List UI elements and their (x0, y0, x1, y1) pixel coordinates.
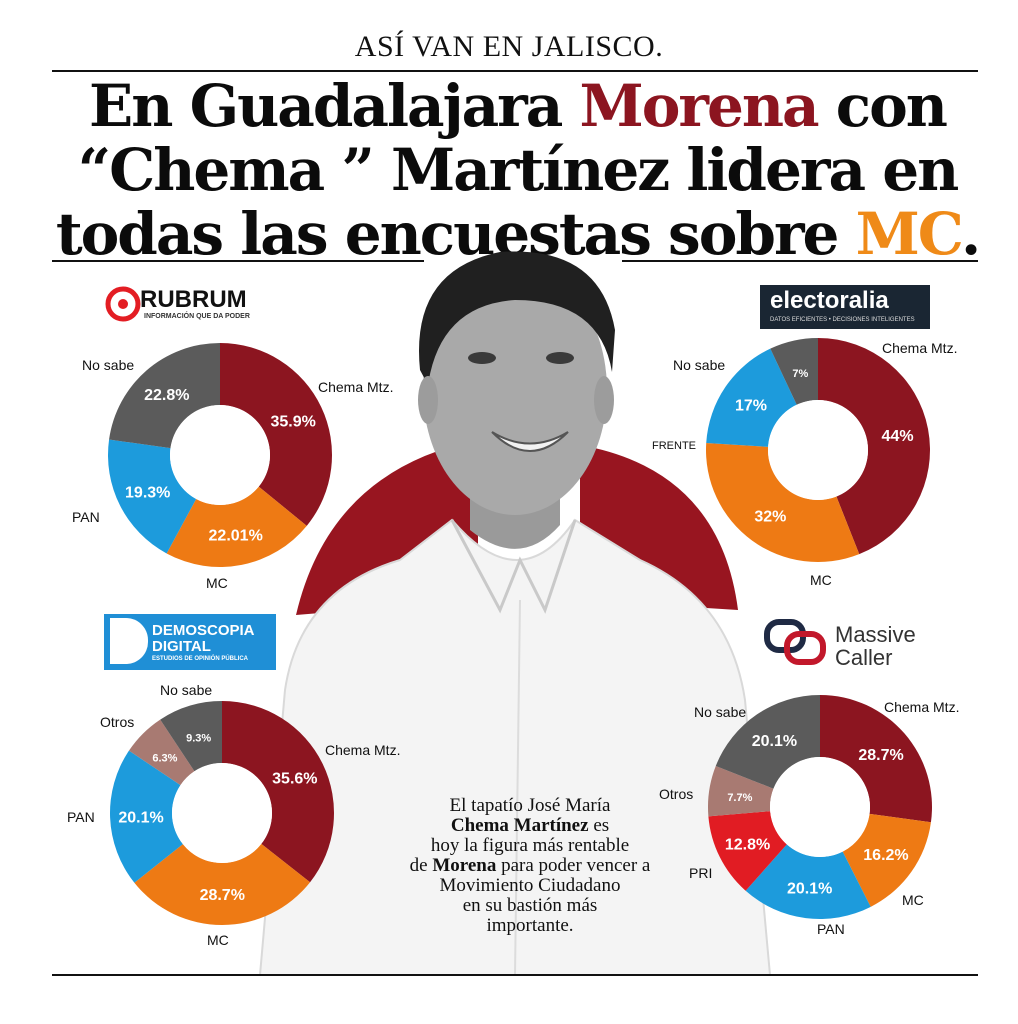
donut-hole (770, 757, 870, 857)
rubrum-target-icon (105, 286, 141, 322)
donut-slice-no-sabe (109, 343, 220, 449)
donut-slice-otros (708, 765, 774, 817)
donut-slice-no-sabe (160, 701, 222, 772)
donut-slice-chema-mtz- (222, 701, 334, 883)
demoscopia-d-icon (110, 618, 148, 664)
top-rule (52, 70, 978, 72)
donut-hole (768, 400, 868, 500)
donut-value-label: 7% (792, 368, 808, 380)
headline-line1: En Guadalajara Morena con (89, 72, 948, 140)
electoralia-logo: electoralia DATOS EFICIENTES • DECISIONE… (760, 285, 930, 329)
donut-category-label: PAN (67, 809, 95, 825)
bottom-rule (52, 974, 978, 976)
donut-slice-frente (706, 348, 797, 447)
donut-value-label: 20.1% (752, 733, 797, 750)
headline-line2: “Chema ” Martínez lidera en (77, 136, 960, 204)
donut-value-label: 35.9% (270, 413, 315, 430)
donut-category-label: MC (207, 932, 229, 948)
donut-category-label: PAN (72, 509, 100, 525)
headline: En Guadalajara Morena con “Chema ” Martí… (50, 74, 985, 266)
donut-hole (172, 763, 272, 863)
donut-value-label: 32% (754, 509, 786, 526)
kicker-text: ASÍ VAN EN JALISCO. (354, 30, 664, 63)
donut-category-label: PRI (689, 865, 712, 881)
donut-slice-chema-mtz- (820, 695, 932, 823)
rubrum-name: RUBRUM (140, 286, 247, 313)
donut-slice-mc (842, 813, 931, 907)
donut-value-label: 28.7% (200, 887, 245, 904)
rubrum-tagline: INFORMACIÓN QUE DA PODER (144, 313, 250, 320)
donut-value-label: 12.8% (725, 836, 770, 853)
donut-slice-no-sabe (715, 695, 820, 789)
donut-category-label: Chema Mtz. (318, 379, 393, 395)
portrait-hair (419, 251, 615, 385)
massive-caller-icon (764, 619, 826, 665)
donut-slice-chema-mtz- (818, 338, 930, 555)
headline-mc: MC (855, 200, 963, 268)
donut-category-label: MC (902, 892, 924, 908)
demoscopia-line2: DIGITAL (152, 638, 211, 655)
demoscopia-logo: DEMOSCOPIA DIGITAL ESTUDIOS DE OPINIÓN P… (104, 614, 276, 670)
donut-category-label: No sabe (82, 357, 134, 373)
donut-category-label: MC (206, 575, 228, 591)
demoscopia-line1: DEMOSCOPIA (152, 622, 255, 639)
donut-slice-mc (166, 486, 307, 567)
donut-slice-no-sabe (770, 338, 818, 405)
donut-value-label: 20.1% (118, 809, 163, 826)
donut-slice-chema-mtz- (220, 343, 332, 526)
donut-category-label: Chema Mtz. (884, 699, 959, 715)
donut-hole (170, 405, 270, 505)
electoralia-name: electoralia (770, 287, 889, 314)
headline-rule-left (52, 260, 424, 262)
headline-morena: Morena (579, 72, 820, 140)
caption-text: El tapatío José María Chema Martínez es … (409, 795, 651, 936)
donut-value-label: 19.3% (125, 485, 170, 502)
massive-line2: Caller (835, 645, 893, 670)
donut-slice-pan (745, 844, 871, 919)
donut-value-label: 6.3% (152, 753, 177, 765)
donut-slice-pan (110, 750, 183, 883)
donut-category-label: Chema Mtz. (882, 340, 957, 356)
donut-category-label: No sabe (673, 357, 725, 373)
donut-value-label: 9.3% (186, 732, 211, 744)
electoralia-tagline: DATOS EFICIENTES • DECISIONES INTELIGENT… (770, 317, 915, 323)
donut-value-label: 35.6% (272, 771, 317, 788)
demoscopia-tagline: ESTUDIOS DE OPINIÓN PÚBLICA (152, 656, 249, 662)
rubrum-logo: RUBRUM INFORMACIÓN QUE DA PODER (104, 285, 264, 325)
donut-category-label: No sabe (160, 682, 212, 698)
donut-category-label: Otros (659, 786, 693, 802)
donut-slice-pan (108, 439, 197, 554)
donut-slice-mc (134, 843, 311, 925)
donut-category-label: FRENTE (652, 440, 696, 452)
donut-slice-mc (706, 442, 860, 562)
donut-value-label: 20.1% (787, 880, 832, 897)
massive-line1: Massive (835, 622, 916, 647)
donut-value-label: 44% (882, 428, 914, 445)
donut-value-label: 28.7% (858, 747, 903, 764)
headline-line3: todas las encuestas sobre MC. (55, 200, 981, 268)
donut-category-label: Chema Mtz. (325, 742, 400, 758)
donut-value-label: 22.01% (209, 527, 263, 544)
donut-slice-otros (128, 719, 195, 786)
massive-caller-logo: Massive Caller (763, 618, 943, 670)
donut-category-label: No sabe (694, 704, 746, 720)
headline-rule-right (622, 260, 978, 262)
donut-value-label: 17% (735, 397, 767, 414)
donut-slice-pri (708, 811, 787, 891)
portrait-face (423, 265, 607, 515)
donut-category-label: Otros (100, 714, 134, 730)
donut-category-label: MC (810, 572, 832, 588)
donut-value-label: 16.2% (863, 847, 908, 864)
donut-category-label: PAN (817, 921, 845, 937)
donut-value-label: 7.7% (727, 792, 752, 804)
donut-value-label: 22.8% (144, 387, 189, 404)
